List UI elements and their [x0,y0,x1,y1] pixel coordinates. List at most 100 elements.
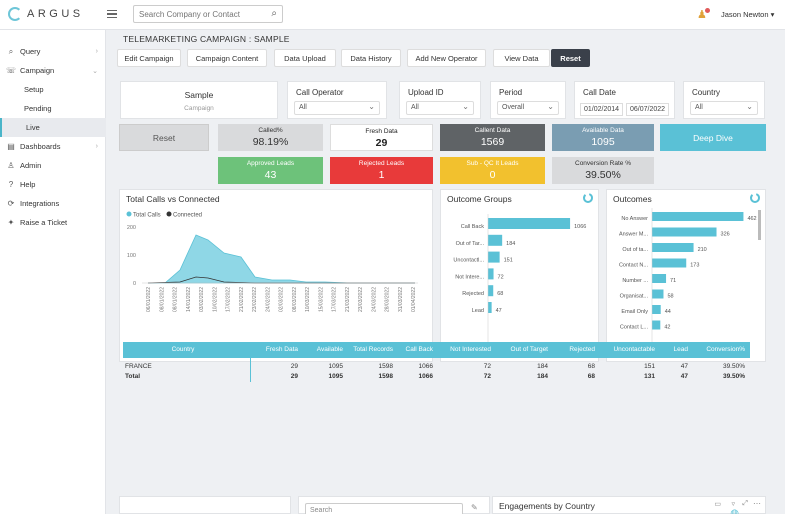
outcomes-scrollbar[interactable] [758,210,761,240]
bar[interactable] [652,274,667,283]
x-tick-labels: 06/01/2022 08/01/2022 08/01/2022 14/01/2022… [146,287,417,312]
bar-value: 210 [698,247,707,253]
tab-reset[interactable]: Reset [551,49,590,67]
sidebar-item-campaign[interactable]: ☏ Campaign ⌄ [5,66,98,75]
tab-edit-campaign[interactable]: Edit Campaign [117,49,181,67]
available-data-card: Available Data 1095 [552,124,654,151]
x-tick: 17/02/2022 [226,287,232,312]
country-select[interactable]: All ⌄ [690,101,758,115]
tab-data-upload[interactable]: Data Upload [274,49,336,67]
bar[interactable] [488,234,503,246]
legend-total-calls: Total Calls [133,213,161,219]
col-fresh-data[interactable]: Fresh Data [265,346,298,353]
bottom-search-box[interactable]: Search [305,503,463,514]
col-rejected[interactable]: Rejected [569,346,595,353]
page-icon[interactable]: ▭ [714,501,721,508]
bar[interactable] [652,258,687,268]
bar-label: Organisat... [620,294,649,300]
col-uncontactable[interactable]: Uncontactable [613,346,655,353]
col-total-records[interactable]: Total Records [353,346,393,353]
bar-value: 58 [667,294,673,300]
x-tick: 10/02/2022 [212,287,218,312]
edit-icon[interactable]: ✎ [471,503,478,512]
bar[interactable] [488,251,500,263]
period-select[interactable]: Overall ⌄ [497,101,559,115]
col-conversion[interactable]: Conversion% [706,346,745,353]
x-tick: 24/02/2022 [265,287,271,312]
bar[interactable] [488,218,571,229]
outcome-groups-chart: Call Back 1066 Out of Tar... 184 Uncontactl.… [453,193,593,356]
x-tick: 23/03/2022 [358,287,364,312]
expand-icon[interactable]: ⤢ [742,500,748,507]
user-menu[interactable]: Jason Newton ▾ [721,10,775,19]
admin-icon: ♙ [7,161,15,170]
more-icon[interactable]: ⋯ [753,499,761,508]
campaign-name-card: Sample Campaign [120,81,278,119]
tab-view-data[interactable]: View Data [493,49,550,67]
col-country[interactable]: Country [171,346,195,353]
chevron-down-icon: ⌄ [746,102,753,111]
col-not-interested[interactable]: Not Interested [450,346,491,353]
global-search[interactable]: ⌕ [133,5,283,23]
col-out-of-target[interactable]: Out of Target [510,346,548,353]
bar[interactable] [652,243,694,252]
x-tick: 14/01/2022 [186,287,192,312]
col-call-back[interactable]: Call Back [405,346,433,353]
loading-icon [583,193,593,203]
col-lead[interactable]: Lead [673,346,688,353]
bar-value: 184 [506,241,515,247]
call-operator-select[interactable]: All ⌄ [294,101,380,115]
total-calls-chart: Total Calls Connected 200 100 0 06/01/20… [126,211,418,357]
bar[interactable] [652,212,744,221]
bar-label: Out of Tar... [456,241,485,247]
app-logo[interactable]: ARGUS [8,7,84,21]
bar-value: 462 [747,216,756,222]
bar-label: Out of ta... [622,247,648,253]
bar[interactable] [652,289,664,299]
outcome-groups-panel: Outcome Groups Call Back 1066 Out of Tar..… [440,189,599,362]
bottom-search-placeholder: Search [310,507,333,514]
sidebar-item-live[interactable]: Live [0,118,106,137]
reset-button[interactable]: Reset [119,124,209,151]
table-cell: 131 [644,373,655,380]
sidebar-item-setup[interactable]: Setup [24,85,44,94]
sidebar-item-query[interactable]: ⌕ Query › [0,42,106,61]
outcomes-title: Outcomes [613,194,652,204]
x-tick: 31/03/2022 [398,287,404,312]
sidebar-item-raise-ticket[interactable]: ✦ Raise a Ticket [0,213,106,232]
tab-campaign-content[interactable]: Campaign Content [187,49,267,67]
approved-leads-card: Approved Leads 43 [218,157,323,184]
menu-toggle-icon[interactable] [107,10,117,18]
upload-id-select[interactable]: All ⌄ [406,101,474,115]
bar[interactable] [488,285,494,297]
country-label: Country [692,88,721,97]
sidebar-item-help[interactable]: ? Help [0,175,106,194]
bar[interactable] [488,302,492,313]
call-date-from[interactable]: 01/02/2014 [580,103,624,116]
bar[interactable] [652,227,717,237]
call-date-to[interactable]: 06/07/2022 [626,103,670,116]
table-cell-country: FRANCE [125,363,152,370]
sidebar-item-admin[interactable]: ♙ Admin [0,156,106,175]
table-cell-country: Total [125,373,141,380]
chevron-down-icon: ⌄ [462,102,469,111]
sidebar-item-dashboards[interactable]: ▤ Dashboards › [0,137,106,156]
called-percent-card: Called% 98.19% [218,124,323,151]
bar[interactable] [652,320,661,330]
callent-data-card: Callent Data 1569 [440,124,545,151]
search-input[interactable] [134,6,262,22]
bar[interactable] [488,268,494,280]
sidebar-item-pending[interactable]: Pending [24,104,52,113]
tab-add-new-operator[interactable]: Add New Operator [407,49,486,67]
x-tick: 08/01/2022 [159,287,165,312]
col-available[interactable]: Available [316,346,343,353]
deep-dive-button[interactable]: Deep Dive [660,124,766,151]
tab-data-history[interactable]: Data History [341,49,401,67]
notification-icon[interactable]: ♟ [697,8,710,21]
chevron-down-icon: ⌄ [92,67,98,75]
bar[interactable] [652,305,661,314]
search-icon[interactable]: ⌕ [271,8,277,19]
filter-icon[interactable]: ▿ [731,501,735,508]
total-calls-title: Total Calls vs Connected [126,194,220,204]
sidebar-item-integrations[interactable]: ⟳ Integrations [0,194,106,213]
